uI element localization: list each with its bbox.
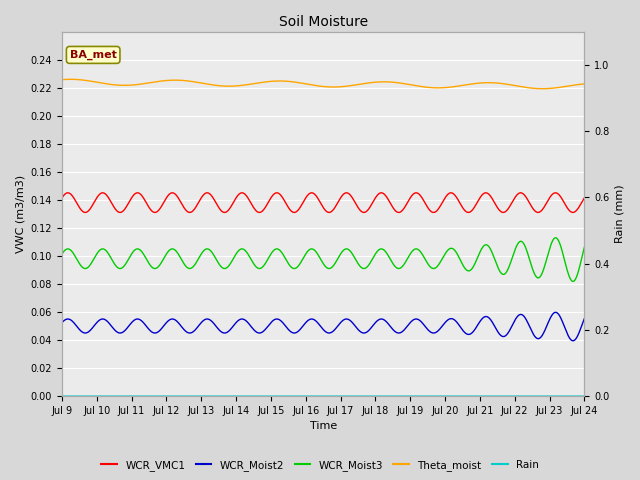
WCR_Moist3	[571, 278, 579, 284]
Theta_moist	[571, 82, 579, 88]
WCR_VMC1	[58, 195, 66, 201]
WCR_Moist2	[281, 323, 289, 328]
Theta_moist	[149, 79, 157, 85]
WCR_Moist3	[58, 251, 66, 257]
WCR_Moist2	[118, 330, 125, 336]
WCR_Moist3	[281, 255, 289, 261]
WCR_Moist3	[259, 264, 266, 270]
WCR_Moist3	[118, 265, 125, 271]
Rain	[58, 393, 66, 399]
Theta_moist	[281, 78, 289, 84]
Line: WCR_VMC1: WCR_VMC1	[62, 193, 584, 213]
Theta_moist	[67, 76, 74, 82]
Rain	[259, 393, 266, 399]
WCR_Moist2	[569, 338, 577, 344]
WCR_Moist2	[552, 310, 559, 315]
WCR_Moist2	[580, 316, 588, 322]
Theta_moist	[58, 77, 66, 83]
Y-axis label: Rain (mm): Rain (mm)	[615, 184, 625, 243]
WCR_VMC1	[99, 190, 106, 196]
WCR_Moist2	[58, 320, 66, 325]
WCR_Moist2	[148, 329, 156, 335]
WCR_VMC1	[571, 209, 579, 215]
Legend: WCR_VMC1, WCR_Moist2, WCR_Moist3, Theta_moist, Rain: WCR_VMC1, WCR_Moist2, WCR_Moist3, Theta_…	[97, 456, 543, 475]
Line: Theta_moist: Theta_moist	[62, 79, 584, 89]
Theta_moist	[514, 83, 522, 89]
Title: Soil Moisture: Soil Moisture	[278, 15, 368, 29]
WCR_VMC1	[149, 209, 157, 215]
Y-axis label: VWC (m3/m3): VWC (m3/m3)	[15, 175, 25, 253]
Line: WCR_Moist3: WCR_Moist3	[62, 238, 584, 281]
Theta_moist	[538, 86, 546, 92]
WCR_Moist2	[259, 329, 266, 335]
Rain	[281, 393, 289, 399]
Theta_moist	[118, 83, 125, 88]
Text: BA_met: BA_met	[70, 50, 116, 60]
WCR_Moist3	[569, 278, 577, 284]
WCR_VMC1	[118, 209, 125, 215]
WCR_VMC1	[259, 208, 266, 214]
WCR_VMC1	[515, 191, 522, 197]
Theta_moist	[259, 80, 266, 85]
Theta_moist	[580, 81, 588, 87]
WCR_Moist3	[514, 241, 522, 247]
Rain	[580, 393, 588, 399]
Line: WCR_Moist2: WCR_Moist2	[62, 312, 584, 341]
Rain	[148, 393, 156, 399]
WCR_VMC1	[116, 210, 124, 216]
X-axis label: Time: Time	[310, 421, 337, 432]
WCR_Moist3	[580, 244, 588, 250]
WCR_Moist3	[148, 265, 156, 271]
Rain	[514, 393, 522, 399]
WCR_Moist2	[514, 313, 522, 319]
Rain	[118, 393, 125, 399]
WCR_Moist3	[552, 235, 559, 240]
WCR_VMC1	[580, 195, 588, 201]
WCR_VMC1	[282, 199, 289, 205]
WCR_Moist2	[571, 337, 579, 343]
Rain	[570, 393, 578, 399]
